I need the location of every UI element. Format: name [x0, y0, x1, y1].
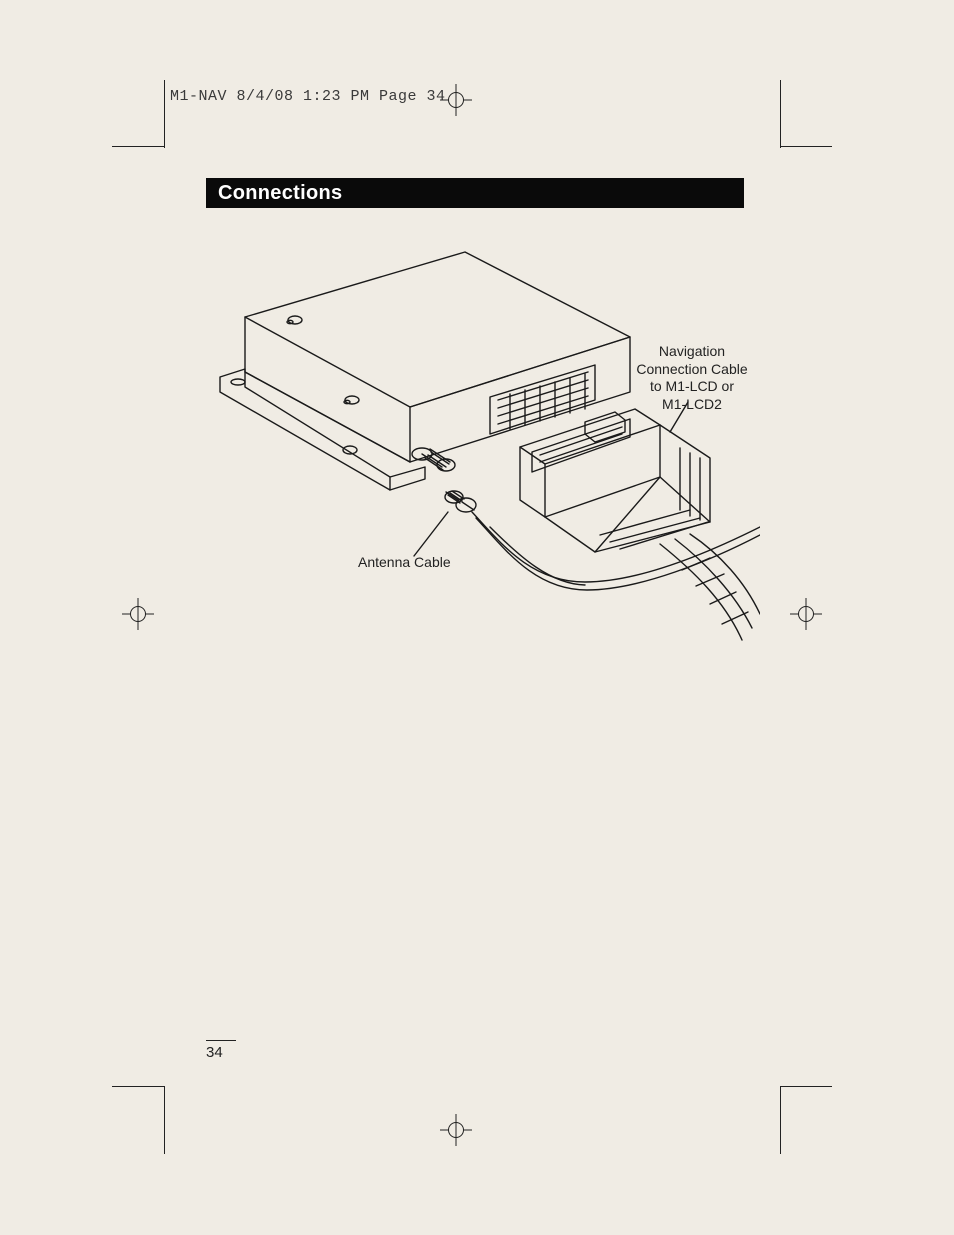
- crop-mark: [780, 1086, 832, 1087]
- crop-mark: [780, 146, 832, 147]
- nav-line: M1-LCD2: [662, 396, 722, 412]
- page-number-rule: [206, 1040, 236, 1041]
- connections-diagram: [190, 222, 760, 652]
- register-mark: [440, 1114, 472, 1146]
- nav-line: Connection Cable: [636, 361, 747, 377]
- page-number: 34: [206, 1044, 223, 1061]
- nav-line: to M1-LCD or: [650, 378, 734, 394]
- crop-mark: [112, 1086, 164, 1087]
- crop-mark: [112, 146, 164, 147]
- document-page: M1-NAV 8/4/08 1:23 PM Page 34 Connection…: [0, 0, 954, 1235]
- nav-line: Navigation: [659, 343, 725, 359]
- section-heading: Connections: [206, 178, 744, 208]
- register-mark: [122, 598, 154, 630]
- crop-mark: [780, 1086, 781, 1154]
- register-mark: [440, 84, 472, 116]
- print-slug: M1-NAV 8/4/08 1:23 PM Page 34: [170, 88, 446, 105]
- register-mark: [790, 598, 822, 630]
- crop-mark: [164, 80, 165, 148]
- callout-antenna-cable: Antenna Cable: [358, 554, 451, 570]
- crop-mark: [164, 1086, 165, 1154]
- callout-navigation-cable: Navigation Connection Cable to M1-LCD or…: [632, 343, 752, 413]
- crop-mark: [780, 80, 781, 148]
